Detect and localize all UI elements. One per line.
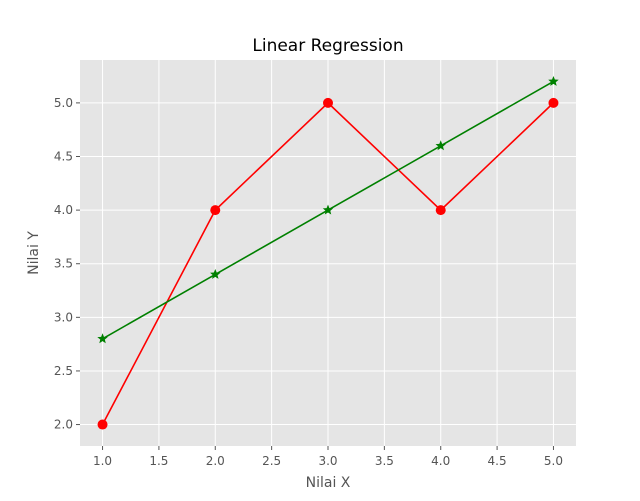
series-1-point <box>210 205 221 216</box>
series-layer <box>97 75 559 430</box>
x-tick-label: 3.5 <box>375 454 394 468</box>
x-axis: 1.0 1.5 2.0 2.5 3.0 3.5 4.0 4.5 5.0 <box>93 446 563 468</box>
y-axis-label: Nilai Y <box>26 231 42 275</box>
x-tick-label: 5.0 <box>544 454 563 468</box>
x-tick-label: 4.5 <box>488 454 507 468</box>
series-1-point <box>323 97 333 108</box>
x-tick-label: 1.0 <box>93 454 112 468</box>
y-tick-label: 3.5 <box>54 257 73 271</box>
x-tick-label: 2.5 <box>262 454 281 468</box>
series-2-point <box>435 140 446 151</box>
y-tick-label: 4.5 <box>54 150 73 164</box>
series-1-point <box>548 97 559 108</box>
y-tick-label: 2.0 <box>54 418 73 432</box>
series-2-point <box>322 204 334 215</box>
x-tick-label: 4.0 <box>431 454 450 468</box>
series-1-point <box>435 205 446 216</box>
y-axis: 2.0 2.5 3.0 3.5 4.0 4.5 5.0 <box>54 96 80 432</box>
series-2-point <box>97 333 108 344</box>
series-1-point <box>97 419 108 430</box>
chart-title: Linear Regression <box>252 36 403 56</box>
series-2-point <box>548 75 559 86</box>
x-axis-label: Nilai X <box>306 475 351 491</box>
y-tick-label: 2.5 <box>54 364 73 378</box>
x-tick-label: 3.0 <box>318 454 337 468</box>
x-tick-label: 2.0 <box>206 454 225 468</box>
y-tick-label: 3.0 <box>54 310 73 324</box>
series-2-point <box>210 268 221 279</box>
x-tick-label: 1.5 <box>149 454 168 468</box>
y-tick-label: 5.0 <box>54 96 73 110</box>
y-tick-label: 4.0 <box>54 203 73 217</box>
